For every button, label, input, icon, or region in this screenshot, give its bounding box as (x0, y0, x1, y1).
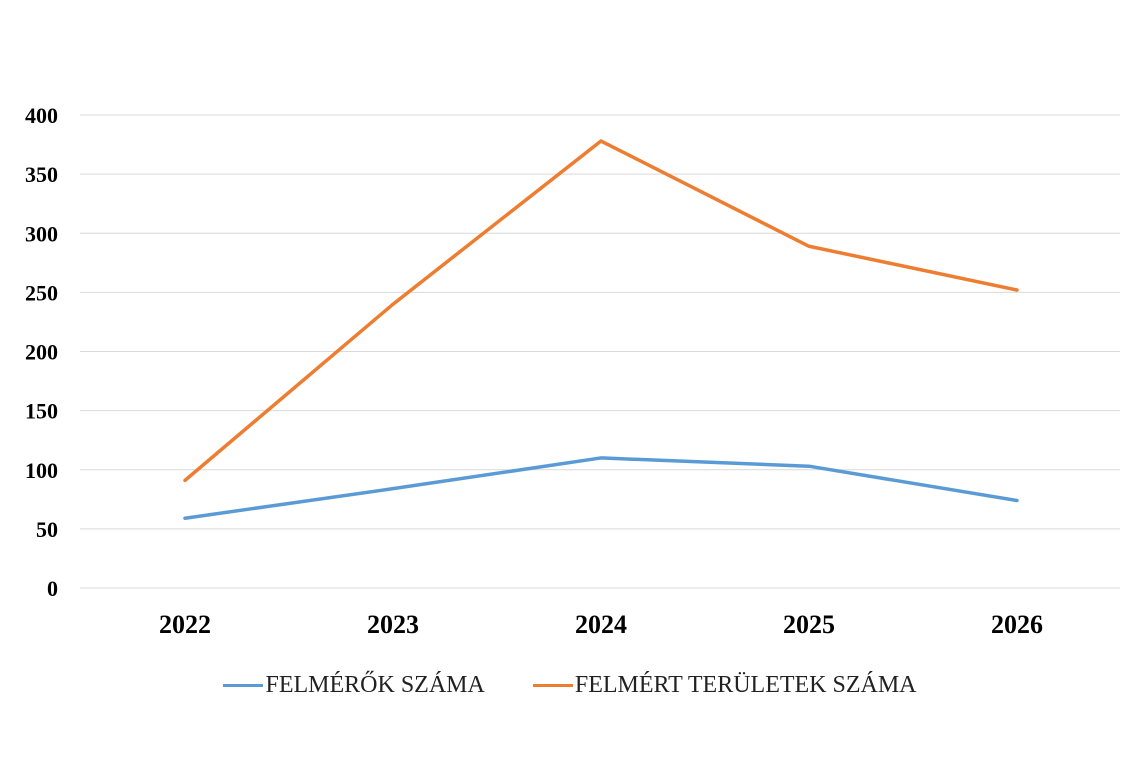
y-tick-label: 200 (25, 340, 58, 365)
legend-item-felmert-teruletek: FELMÉRT TERÜLETEK SZÁMA (532, 671, 917, 699)
y-tick-label: 100 (25, 458, 58, 483)
y-tick-label: 150 (25, 399, 58, 424)
series-lines (183, 139, 1019, 520)
legend-swatch-felmert-teruletek (532, 683, 573, 687)
legend-label-felmert-teruletek: FELMÉRT TERÜLETEK SZÁMA (574, 671, 917, 698)
x-tick-label: 2026 (991, 610, 1043, 639)
y-tick-label: 350 (25, 162, 58, 187)
legend-label-felmerok: FELMÉRŐK SZÁMA (265, 671, 485, 698)
x-axis-ticks: 2022 2023 2024 2025 2026 (159, 610, 1043, 639)
x-tick-label: 2025 (783, 610, 835, 639)
gridlines (80, 114, 1120, 589)
x-tick-label: 2022 (159, 610, 211, 639)
x-tick-label: 2024 (575, 610, 627, 639)
y-tick-label: 400 (25, 103, 58, 128)
y-tick-label: 300 (25, 221, 58, 246)
y-axis-ticks: 0 50 100 150 200 250 300 350 400 (25, 103, 58, 601)
y-tick-label: 0 (47, 576, 58, 601)
y-tick-label: 250 (25, 280, 58, 305)
series-line-felmerok (183, 456, 1019, 520)
legend: FELMÉRŐK SZÁMA FELMÉRT TERÜLETEK SZÁMA (0, 668, 1140, 702)
legend-swatch-felmerok (223, 683, 264, 687)
y-tick-label: 50 (36, 517, 58, 542)
legend-item-felmerok: FELMÉRŐK SZÁMA (223, 671, 485, 699)
series-line-felmert-teruletek (183, 139, 1019, 483)
x-tick-label: 2023 (367, 610, 419, 639)
